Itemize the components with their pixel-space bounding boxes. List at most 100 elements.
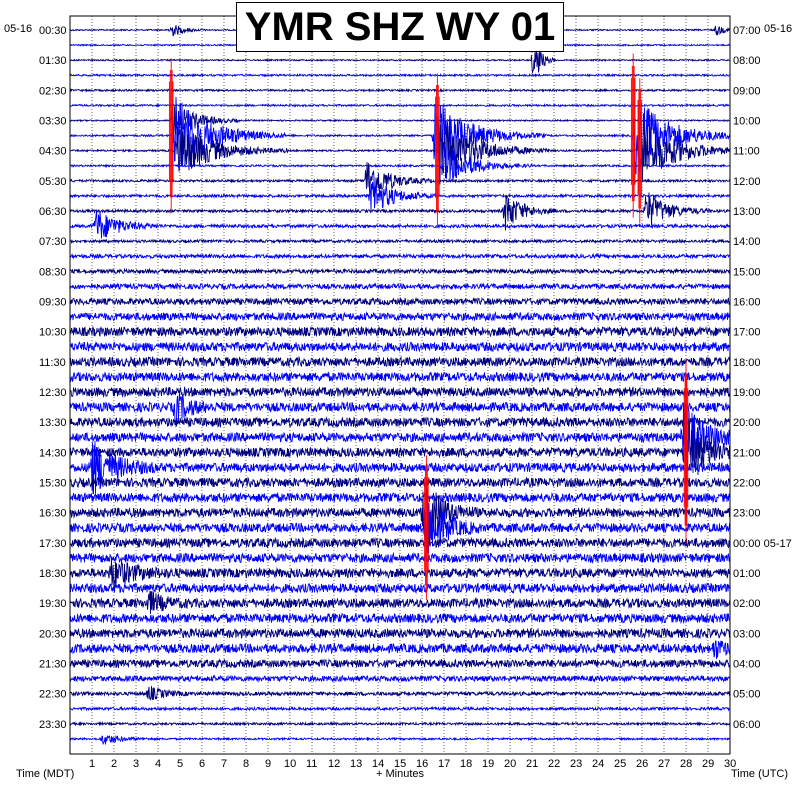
trace-line-18 [69,296,731,307]
trace-line-43 [69,674,731,684]
minute-tick-label: 12 [328,758,340,770]
x-axis-label-center: + Minutes [376,768,424,780]
minute-tick-label: 30 [724,758,736,770]
left-time-label: 00:30 [39,25,67,37]
minute-tick-label: 7 [221,758,227,770]
trace-line-9 [69,144,731,180]
right-time-label: 18:00 [733,357,761,369]
trace-line-28 [69,420,731,477]
red-event-marker-5 [424,455,429,601]
left-time-label: 23:30 [39,719,67,731]
trace-line-40 [69,627,731,640]
left-time-label: 07:30 [39,236,67,248]
left-time-label: 22:30 [39,689,67,701]
trace-line-44 [69,686,731,701]
chart-title: YMR SHZ WY 01 [244,4,556,49]
left-time-label: 15:30 [39,478,67,490]
trace-line-27 [69,403,731,462]
minute-tick-label: 22 [548,758,560,770]
right-time-label: 07:00 [733,25,761,37]
red-event-marker-3 [637,78,643,224]
minute-tick-label: 9 [265,758,271,770]
left-time-label: 08:30 [39,266,67,278]
right-time-label: 14:00 [733,236,761,248]
minute-tick-label: 17 [438,758,450,770]
trace-line-33 [69,503,731,554]
trace-line-20 [69,325,731,338]
date-label-right: 05-16 [764,23,792,35]
minute-tick-label: 3 [133,758,139,770]
minute-tick-label: 5 [177,758,183,770]
left-time-label: 14:30 [39,447,67,459]
minute-tick-label: 28 [680,758,692,770]
left-time-labels: 00:30 01:30 02:30 03:30 04:30 05:30 06:30 07:30… [39,25,67,731]
right-time-label: 20:00 [733,417,761,429]
trace-line-14 [69,238,731,245]
trace-line-37 [69,581,731,595]
title-box: YMR SHZ WY 01 [236,2,564,52]
trace-line-47 [69,734,731,745]
minute-tick-label: 23 [570,758,582,770]
left-time-label: 12:30 [39,387,67,399]
trace-line-21 [69,341,731,353]
trace-line-2 [70,49,731,73]
trace-line-16 [69,267,731,275]
minute-tick-labels: 1 2 3 4 5 6 7 8 9 10 11 12 13 14 15 16 17 18 19 20 21 22 23 24 2… [89,758,736,770]
trace-line-30 [70,476,731,489]
trace-line-8 [69,122,731,185]
trace-line-3 [69,72,731,78]
right-time-label: 19:00 [733,387,761,399]
trace-line-10 [69,162,731,196]
right-time-label: 22:00 [733,478,761,490]
right-time-label: 01:00 [733,568,761,580]
trace-line-17 [69,282,731,291]
red-event-marker-0 [168,58,174,213]
trace-line-41 [69,640,731,660]
minute-tick-label: 15 [394,758,406,770]
trace-line-36 [69,558,731,590]
date-label-left: 05-16 [4,23,32,35]
right-time-label: 23:00 [733,508,761,520]
left-time-label: 10:30 [39,327,67,339]
trace-line-42 [69,658,731,669]
left-time-label: 04:30 [39,146,67,158]
trace-line-29 [69,440,731,495]
x-axis-label-right: Time (UTC) [731,768,788,780]
right-time-label: 08:00 [733,55,761,67]
left-time-label: 03:30 [39,116,67,128]
left-time-label: 09:30 [39,297,67,309]
right-time-label: 10:00 [733,116,761,128]
trace-line-46 [69,720,731,727]
trace-line-45 [69,705,731,712]
right-time-label: 09:00 [733,85,761,97]
minute-tick-label: 29 [702,758,714,770]
minute-tick-label: 4 [155,758,161,770]
right-time-labels: 07:00 08:00 09:00 10:00 11:00 12:00 13:00 14:00… [733,25,792,731]
trace-line-15 [69,252,731,260]
minute-tick-label: 8 [243,758,249,770]
trace-line-7 [69,96,731,175]
right-time-label: 02:00 [733,598,761,610]
trace-line-22 [69,355,731,368]
left-time-label: 21:30 [39,659,67,671]
minute-tick-label: 20 [504,758,516,770]
trace-line-35 [69,551,731,565]
right-time-label: 16:00 [733,297,761,309]
red-event-marker-4 [683,360,689,545]
minute-tick-label: 6 [199,758,205,770]
right-time-label: 13:00 [733,206,761,218]
left-time-label: 20:30 [39,628,67,640]
minute-tick-label: 11 [306,758,317,770]
right-time-label: 06:00 [733,719,761,731]
minute-tick-label: 25 [614,758,626,770]
right-time-label: 21:00 [733,447,761,459]
minute-tick-label: 1 [89,758,95,770]
trace-line-32 [69,481,731,549]
trace-line-38 [69,590,731,615]
right-time-label: 11:00 [733,146,760,158]
trace-line-13 [69,209,731,239]
left-time-label: 01:30 [39,55,67,67]
trace-line-23 [69,371,731,383]
right-time-label: 15:00 [733,266,761,278]
